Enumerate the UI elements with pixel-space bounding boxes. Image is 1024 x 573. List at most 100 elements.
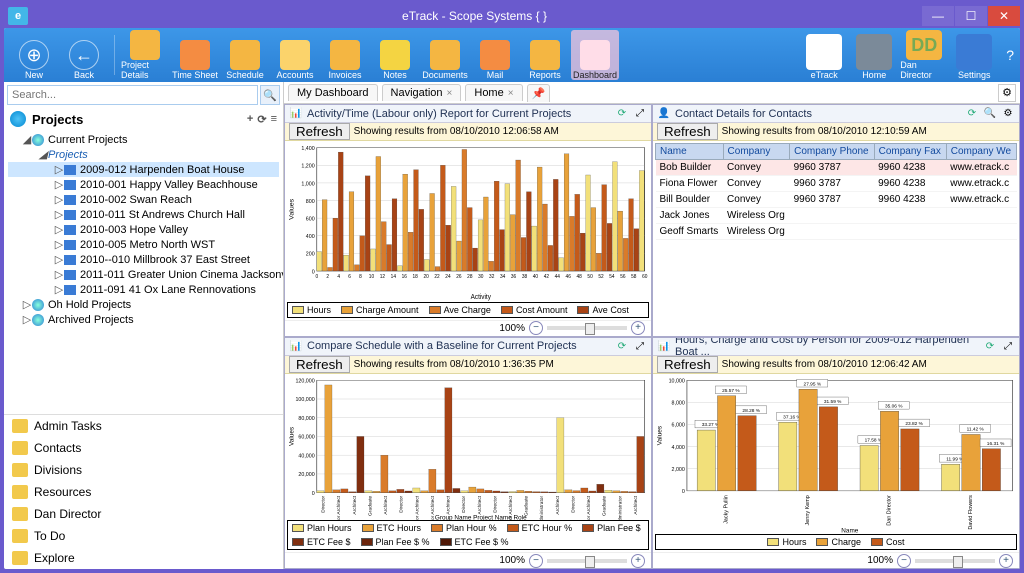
search-input[interactable] (7, 85, 258, 105)
chart-icon: 📊 (657, 339, 671, 353)
refresh-button[interactable]: Refresh (657, 356, 718, 373)
svg-text:Office Administrator: Office Administrator (539, 495, 545, 520)
refresh-button[interactable]: Refresh (289, 123, 350, 140)
ribbon-dan-director[interactable]: DDDan Director (900, 30, 948, 80)
table-row[interactable]: Geoff SmartsWireless Org (656, 224, 1017, 240)
ribbon-new[interactable]: ⊕New (10, 30, 58, 80)
svg-text:Director: Director (461, 495, 467, 512)
table-row[interactable]: Bill BoulderConvey9960 37879960 4238www.… (656, 192, 1017, 208)
ribbon-documents[interactable]: Documents (421, 30, 469, 80)
svg-text:1,000: 1,000 (301, 181, 314, 187)
ribbon-dashboard[interactable]: Dashboard (571, 30, 619, 80)
refresh-button[interactable]: Refresh (657, 123, 718, 140)
tree-item[interactable]: ▷2010-005 Metro North WST (8, 237, 279, 252)
svg-text:Jenny Kemp: Jenny Kemp (805, 495, 811, 525)
tree-item[interactable]: ▷2010--010 Millbrook 37 East Street (8, 252, 279, 267)
maximize-button[interactable]: ☐ (955, 6, 987, 26)
refresh-icon[interactable]: ⟳ (965, 107, 979, 121)
ribbon-accounts[interactable]: Accounts (271, 30, 319, 80)
tree-item[interactable]: ▷2010-001 Happy Valley Beachhouse (8, 177, 279, 192)
contacts-table[interactable]: NameCompanyCompany PhoneCompany FaxCompa… (655, 143, 1017, 240)
ribbon-mail[interactable]: Mail (471, 30, 519, 80)
search-icon[interactable]: 🔍 (983, 107, 997, 121)
svg-text:800: 800 (306, 199, 315, 205)
tree-item[interactable]: ▷2011-011 Greater Union Cinema Jacksonvi… (8, 267, 279, 282)
svg-text:11.99 %: 11.99 % (946, 456, 964, 462)
bottom-nav-explore[interactable]: Explore (4, 547, 283, 569)
svg-text:24: 24 (445, 274, 451, 280)
zoom-in[interactable]: + (631, 321, 645, 335)
bottom-nav-to-do[interactable]: To Do (4, 525, 283, 547)
ribbon-project-details[interactable]: Project Details (121, 30, 169, 80)
table-header[interactable]: Name (656, 144, 724, 160)
tab-close-icon[interactable]: × (447, 88, 453, 99)
zoom-slider[interactable] (547, 559, 627, 563)
config-icon[interactable]: ⚙ (1001, 107, 1015, 121)
tree-item[interactable]: ▷2010-003 Hope Valley (8, 222, 279, 237)
refresh-icon[interactable]: ⟳ (615, 339, 629, 353)
expand-icon[interactable]: ⤢ (633, 339, 647, 353)
table-row[interactable]: Fiona FlowerConvey9960 37879960 4238www.… (656, 176, 1017, 192)
search-button[interactable]: 🔍 (260, 85, 280, 105)
panel-contacts: 👤 Contact Details for Contacts ⟳ 🔍 ⚙ Ref… (652, 104, 1020, 337)
zoom-out[interactable]: − (529, 321, 543, 335)
table-header[interactable]: Company Phone (790, 144, 875, 160)
bottom-nav-dan-director[interactable]: Dan Director (4, 503, 283, 525)
table-header[interactable]: Company (723, 144, 790, 160)
expand-icon[interactable]: ⤢ (633, 107, 647, 121)
ribbon-settings[interactable]: Settings (950, 30, 998, 80)
tree-item[interactable]: ▷2010-011 St Andrews Church Hall (8, 207, 279, 222)
tab-navigation[interactable]: Navigation× (382, 84, 462, 101)
zoom-slider[interactable] (547, 326, 627, 330)
nav-heading-label: Projects (32, 112, 83, 127)
refresh-icon[interactable]: ⟳ (983, 339, 997, 353)
bottom-nav-resources[interactable]: Resources (4, 481, 283, 503)
nav-tool-add[interactable]: + (247, 113, 253, 126)
tab-pin[interactable]: 📌 (527, 84, 551, 102)
svg-text:Dan Director: Dan Director (887, 494, 893, 525)
svg-text:Values: Values (288, 426, 295, 445)
zoom-slider[interactable] (915, 559, 995, 563)
ribbon-notes[interactable]: Notes (371, 30, 419, 80)
close-button[interactable]: ✕ (988, 6, 1020, 26)
ribbon-etrack[interactable]: eTrack (800, 30, 848, 80)
svg-text:26: 26 (456, 274, 462, 280)
svg-text:28: 28 (467, 274, 473, 280)
refresh-icon[interactable]: ⟳ (615, 107, 629, 121)
expand-icon[interactable]: ⤢ (1001, 339, 1015, 353)
zoom-in[interactable]: + (631, 554, 645, 568)
tab-my-dashboard[interactable]: My Dashboard (288, 84, 378, 101)
tabstrip-gear-icon[interactable]: ⚙ (998, 84, 1016, 102)
ribbon-back[interactable]: ←Back (60, 30, 108, 80)
table-header[interactable]: Company We (946, 144, 1016, 160)
tree-item[interactable]: ▷2010-002 Swan Reach (8, 192, 279, 207)
tab-close-icon[interactable]: × (508, 88, 514, 99)
project-tree[interactable]: ◢Current Projects◢Projects▷2009-012 Harp… (4, 130, 283, 414)
bottom-nav-contacts[interactable]: Contacts (4, 437, 283, 459)
table-header[interactable]: Company Fax (874, 144, 946, 160)
ribbon-time-sheet[interactable]: Time Sheet (171, 30, 219, 80)
nav-tool-refresh[interactable]: ⟳ (257, 113, 266, 126)
zoom-out[interactable]: − (529, 554, 543, 568)
tab-home[interactable]: Home× (465, 84, 522, 101)
svg-text:6,000: 6,000 (672, 422, 685, 428)
ribbon-home[interactable]: Home (850, 30, 898, 80)
svg-text:0: 0 (682, 488, 685, 494)
tree-item[interactable]: ▷2009-012 Harpenden Boat House (8, 162, 279, 177)
bottom-nav-admin-tasks[interactable]: Admin Tasks (4, 415, 283, 437)
refresh-button[interactable]: Refresh (289, 356, 350, 373)
ribbon-reports[interactable]: Reports (521, 30, 569, 80)
table-row[interactable]: Jack JonesWireless Org (656, 208, 1017, 224)
help-icon[interactable]: ? (1006, 47, 1014, 63)
zoom-out[interactable]: − (897, 554, 911, 568)
bottom-nav-divisions[interactable]: Divisions (4, 459, 283, 481)
panel-title: Contact Details for Contacts (675, 108, 961, 120)
ribbon-schedule[interactable]: Schedule (221, 30, 269, 80)
minimize-button[interactable]: — (922, 6, 954, 26)
ribbon-invoices[interactable]: Invoices (321, 30, 369, 80)
nav-tool-menu[interactable]: ≡ (271, 113, 277, 126)
table-row[interactable]: Bob BuilderConvey9960 37879960 4238www.e… (656, 160, 1017, 176)
zoom-in[interactable]: + (999, 554, 1013, 568)
svg-text:11.42 %: 11.42 % (967, 426, 985, 432)
tree-item[interactable]: ▷2011-091 41 Ox Lane Rennovations (8, 282, 279, 297)
